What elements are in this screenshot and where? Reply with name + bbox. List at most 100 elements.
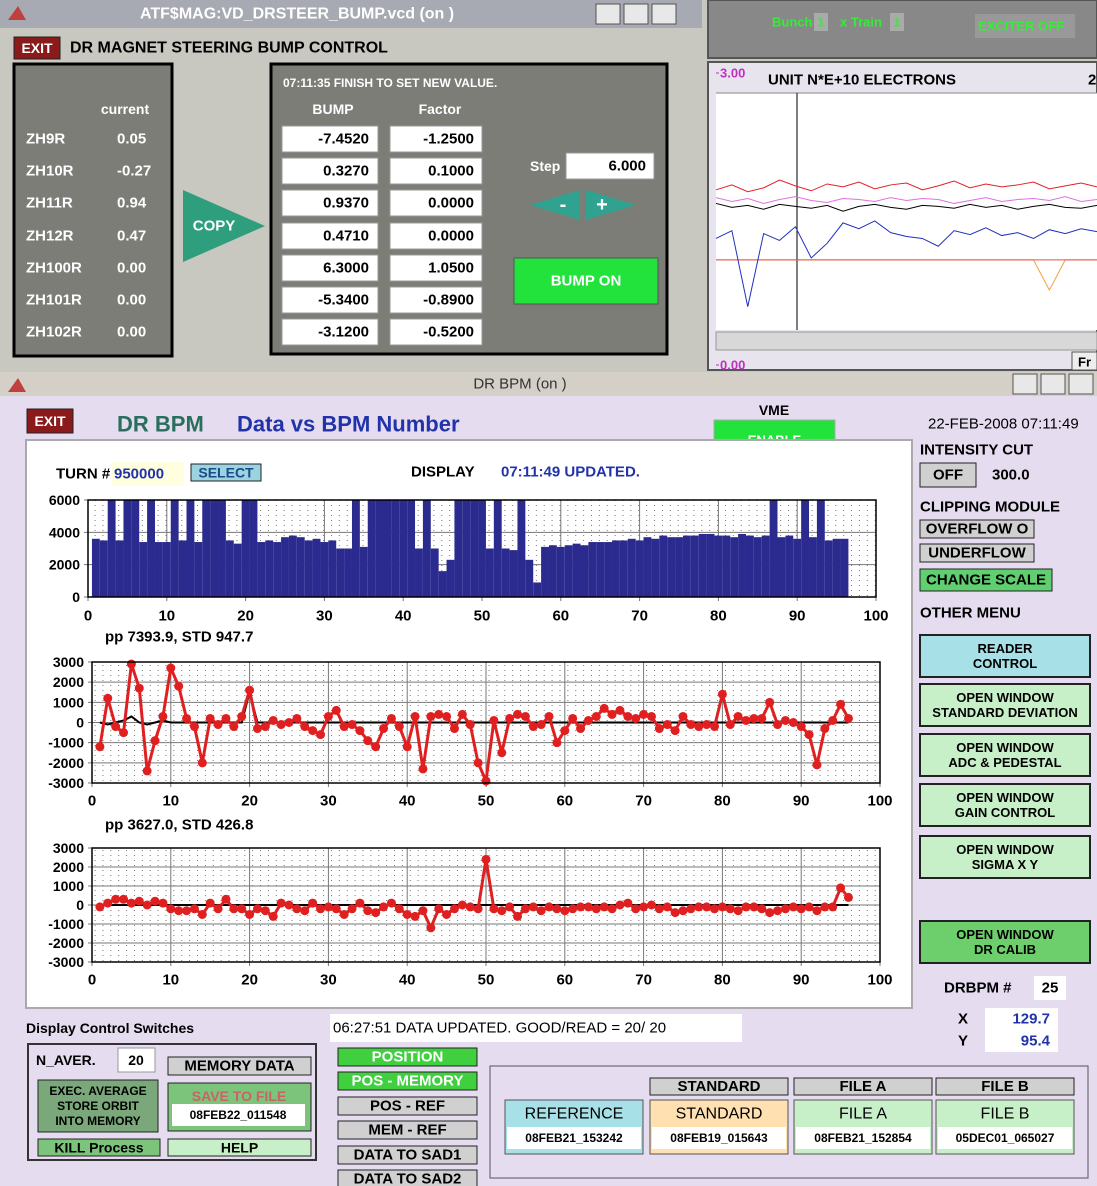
- data-point: [607, 904, 617, 914]
- bar: [690, 535, 699, 597]
- input-box[interactable]: [281, 254, 379, 282]
- exit-button[interactable]: [26, 408, 74, 434]
- input-box[interactable]: [281, 157, 379, 185]
- file-name: 08FEB21_153242: [525, 1131, 623, 1145]
- data-point: [252, 724, 262, 734]
- window-control[interactable]: [1068, 373, 1094, 395]
- x-tick-label: 50: [478, 972, 495, 989]
- bump-on-button[interactable]: [513, 257, 659, 305]
- input-box[interactable]: [389, 157, 483, 185]
- bar: [588, 542, 597, 597]
- input-box[interactable]: [117, 1047, 156, 1073]
- bar: [541, 546, 549, 597]
- data-point: [276, 898, 286, 908]
- menu-button[interactable]: [919, 920, 1091, 964]
- input-box[interactable]: [565, 152, 655, 180]
- bar: [462, 500, 471, 597]
- bar: [296, 537, 305, 597]
- exec-button[interactable]: [37, 1079, 159, 1133]
- input-box[interactable]: [389, 254, 483, 282]
- menu-button[interactable]: [919, 835, 1091, 879]
- window-control[interactable]: [1012, 373, 1038, 395]
- input-box[interactable]: [281, 286, 379, 314]
- input-box[interactable]: [389, 222, 483, 250]
- memory-data-button[interactable]: [167, 1056, 312, 1076]
- underflow-button[interactable]: [919, 543, 1035, 563]
- magnet-name: ZH12R: [26, 228, 74, 245]
- menu-button[interactable]: [919, 783, 1091, 827]
- change-scale-button[interactable]: [919, 568, 1053, 592]
- window-title: ATF$MAG:VD_DRSTEER_BUMP.vcd (on ): [140, 6, 454, 23]
- memory-data-button-label: MEMORY DATA: [184, 1058, 294, 1075]
- bar: [801, 500, 810, 597]
- data-point: [331, 705, 341, 715]
- bar: [304, 540, 313, 597]
- off-button[interactable]: [919, 462, 977, 488]
- bar: [399, 500, 408, 597]
- input-box[interactable]: [281, 222, 379, 250]
- copy-button[interactable]: [183, 190, 265, 262]
- data-point: [457, 900, 467, 910]
- data-point: [843, 713, 853, 723]
- magnet-name: ZH100R: [26, 260, 82, 277]
- data-point: [284, 718, 294, 727]
- data-point: [678, 711, 688, 721]
- window-control[interactable]: [595, 3, 621, 25]
- data-point: [355, 726, 365, 736]
- y-tick-label: -3000: [48, 954, 84, 970]
- menu-button[interactable]: [919, 733, 1091, 777]
- mode-button[interactable]: [337, 1071, 478, 1091]
- fr-button[interactable]: [1071, 351, 1097, 371]
- data-point: [339, 722, 349, 732]
- y-tick-label: -1000: [48, 916, 84, 932]
- increment-button[interactable]: [586, 190, 636, 220]
- input-box[interactable]: [389, 189, 483, 217]
- window-control[interactable]: [1040, 373, 1066, 395]
- file-header-button[interactable]: [649, 1077, 789, 1096]
- input-box[interactable]: [389, 286, 483, 314]
- data-point: [449, 904, 459, 914]
- data-point: [308, 726, 318, 736]
- data-point: [836, 699, 846, 709]
- value-box: [890, 13, 904, 31]
- bar: [131, 500, 140, 597]
- kill-button[interactable]: [37, 1138, 161, 1157]
- data-point: [134, 683, 144, 693]
- bar: [415, 548, 423, 597]
- file-header-button[interactable]: [793, 1077, 933, 1096]
- bar: [572, 543, 581, 597]
- mode-button[interactable]: [337, 1047, 478, 1067]
- window-control[interactable]: [651, 3, 677, 25]
- data-point: [710, 904, 720, 914]
- mode-button[interactable]: [337, 1120, 478, 1140]
- file-header-button[interactable]: [935, 1077, 1075, 1096]
- mode-button[interactable]: [337, 1169, 478, 1186]
- input-box[interactable]: [281, 125, 379, 153]
- x-tick-label: 40: [395, 608, 412, 625]
- input-box[interactable]: [281, 318, 379, 346]
- exit-button[interactable]: [13, 36, 61, 60]
- mode-button[interactable]: [337, 1096, 478, 1116]
- data-point: [646, 711, 656, 721]
- mode-button[interactable]: [337, 1145, 478, 1165]
- data-point: [654, 724, 664, 734]
- input-box[interactable]: [281, 189, 379, 217]
- menu-button[interactable]: [919, 683, 1091, 727]
- file-name: 08FEB21_152854: [814, 1131, 912, 1145]
- data-point: [347, 904, 357, 914]
- x-tick-label: 100: [867, 793, 892, 810]
- decrement-button[interactable]: [530, 190, 580, 220]
- menu-button[interactable]: [919, 634, 1091, 678]
- window-control[interactable]: [623, 3, 649, 25]
- input-box[interactable]: [389, 318, 483, 346]
- data-point: [119, 728, 129, 738]
- bar: [202, 500, 211, 597]
- overflow-button[interactable]: [919, 519, 1035, 539]
- help-button[interactable]: [167, 1138, 312, 1157]
- bar: [659, 535, 668, 597]
- heading: Data vs BPM Number: [237, 412, 460, 437]
- input-box[interactable]: [389, 125, 483, 153]
- select-button[interactable]: [190, 463, 262, 482]
- bar: [548, 545, 557, 597]
- data-point: [717, 689, 727, 699]
